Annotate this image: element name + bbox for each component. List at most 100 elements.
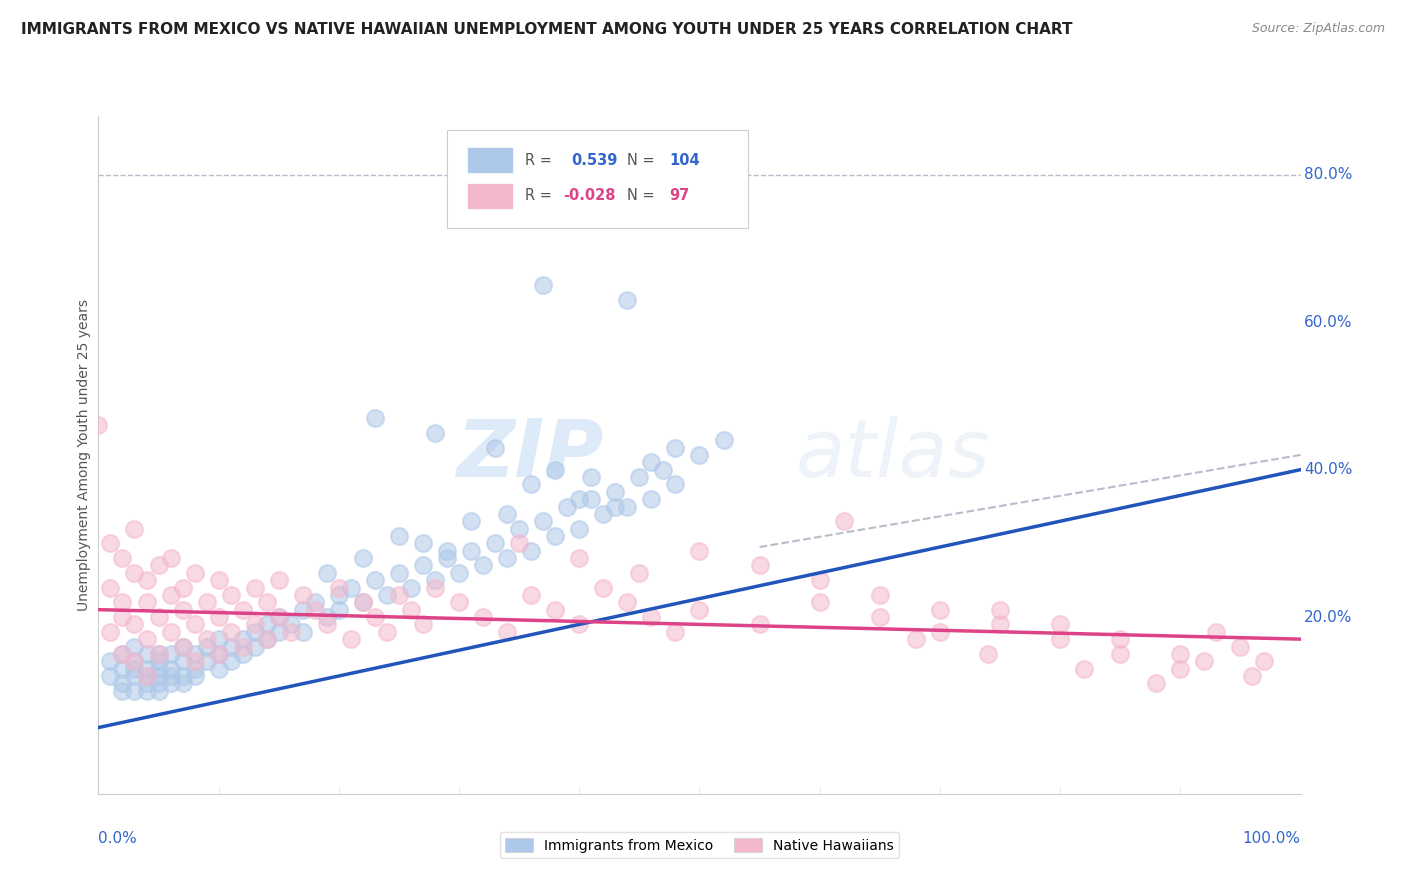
Point — [124, 566, 146, 580]
Point — [592, 507, 614, 521]
Point — [664, 624, 686, 639]
Point — [531, 514, 554, 528]
Point — [256, 632, 278, 647]
Point — [592, 581, 614, 595]
Point — [172, 676, 194, 690]
Point — [111, 647, 134, 661]
Point — [111, 595, 134, 609]
Text: 60.0%: 60.0% — [1305, 315, 1353, 330]
Point — [375, 624, 398, 639]
Point — [412, 617, 434, 632]
Point — [195, 654, 218, 668]
FancyBboxPatch shape — [467, 183, 513, 209]
Point — [328, 588, 350, 602]
Point — [568, 617, 591, 632]
Point — [544, 529, 567, 543]
Text: atlas: atlas — [796, 416, 990, 494]
Point — [304, 602, 326, 616]
Point — [423, 573, 446, 587]
Point — [124, 662, 146, 676]
Point — [159, 588, 181, 602]
Point — [399, 581, 422, 595]
Point — [508, 522, 530, 536]
Point — [100, 669, 122, 683]
Point — [208, 573, 231, 587]
Point — [267, 610, 290, 624]
Point — [172, 602, 194, 616]
Point — [148, 662, 170, 676]
Point — [172, 654, 194, 668]
Point — [605, 500, 627, 514]
Point — [423, 425, 446, 440]
Point — [399, 602, 422, 616]
Point — [664, 441, 686, 455]
Point — [100, 654, 122, 668]
Text: 97: 97 — [669, 188, 690, 203]
Text: IMMIGRANTS FROM MEXICO VS NATIVE HAWAIIAN UNEMPLOYMENT AMONG YOUTH UNDER 25 YEAR: IMMIGRANTS FROM MEXICO VS NATIVE HAWAIIA… — [21, 22, 1073, 37]
Point — [1109, 647, 1132, 661]
Point — [280, 617, 302, 632]
Point — [219, 654, 242, 668]
Text: 0.0%: 0.0% — [98, 831, 138, 847]
Point — [484, 536, 506, 550]
Point — [447, 595, 470, 609]
Point — [388, 588, 411, 602]
Point — [148, 647, 170, 661]
Point — [1049, 632, 1071, 647]
Point — [352, 595, 374, 609]
Point — [111, 683, 134, 698]
Point — [159, 676, 181, 690]
Point — [412, 536, 434, 550]
Point — [208, 647, 231, 661]
Point — [988, 617, 1011, 632]
Point — [436, 543, 458, 558]
Point — [1253, 654, 1275, 668]
Point — [124, 640, 146, 654]
Point — [652, 463, 675, 477]
Point — [928, 624, 950, 639]
Point — [124, 654, 146, 668]
Point — [520, 588, 543, 602]
Text: 104: 104 — [669, 153, 700, 168]
Point — [977, 647, 1000, 661]
Point — [111, 647, 134, 661]
Point — [256, 617, 278, 632]
Point — [159, 647, 181, 661]
Point — [928, 602, 950, 616]
Point — [352, 595, 374, 609]
Point — [1049, 617, 1071, 632]
Point — [713, 433, 735, 447]
Legend: Immigrants from Mexico, Native Hawaiians: Immigrants from Mexico, Native Hawaiians — [499, 832, 900, 858]
Point — [544, 602, 567, 616]
Point — [172, 640, 194, 654]
Text: ZIP: ZIP — [456, 416, 603, 494]
Point — [472, 610, 495, 624]
FancyBboxPatch shape — [447, 129, 748, 227]
Point — [869, 610, 891, 624]
Point — [135, 647, 157, 661]
Point — [460, 514, 482, 528]
Text: N =: N = — [627, 153, 655, 168]
Point — [208, 610, 231, 624]
Point — [124, 669, 146, 683]
Point — [111, 662, 134, 676]
Point — [135, 595, 157, 609]
Point — [124, 522, 146, 536]
Point — [111, 551, 134, 566]
Point — [328, 602, 350, 616]
Point — [605, 484, 627, 499]
Point — [304, 595, 326, 609]
Point — [256, 595, 278, 609]
Point — [183, 566, 205, 580]
Point — [148, 610, 170, 624]
Point — [364, 610, 387, 624]
Point — [243, 581, 266, 595]
Point — [135, 683, 157, 698]
Text: Source: ZipAtlas.com: Source: ZipAtlas.com — [1251, 22, 1385, 36]
Point — [988, 602, 1011, 616]
Point — [232, 602, 254, 616]
Point — [628, 566, 651, 580]
Point — [208, 662, 231, 676]
Point — [447, 566, 470, 580]
Point — [219, 588, 242, 602]
